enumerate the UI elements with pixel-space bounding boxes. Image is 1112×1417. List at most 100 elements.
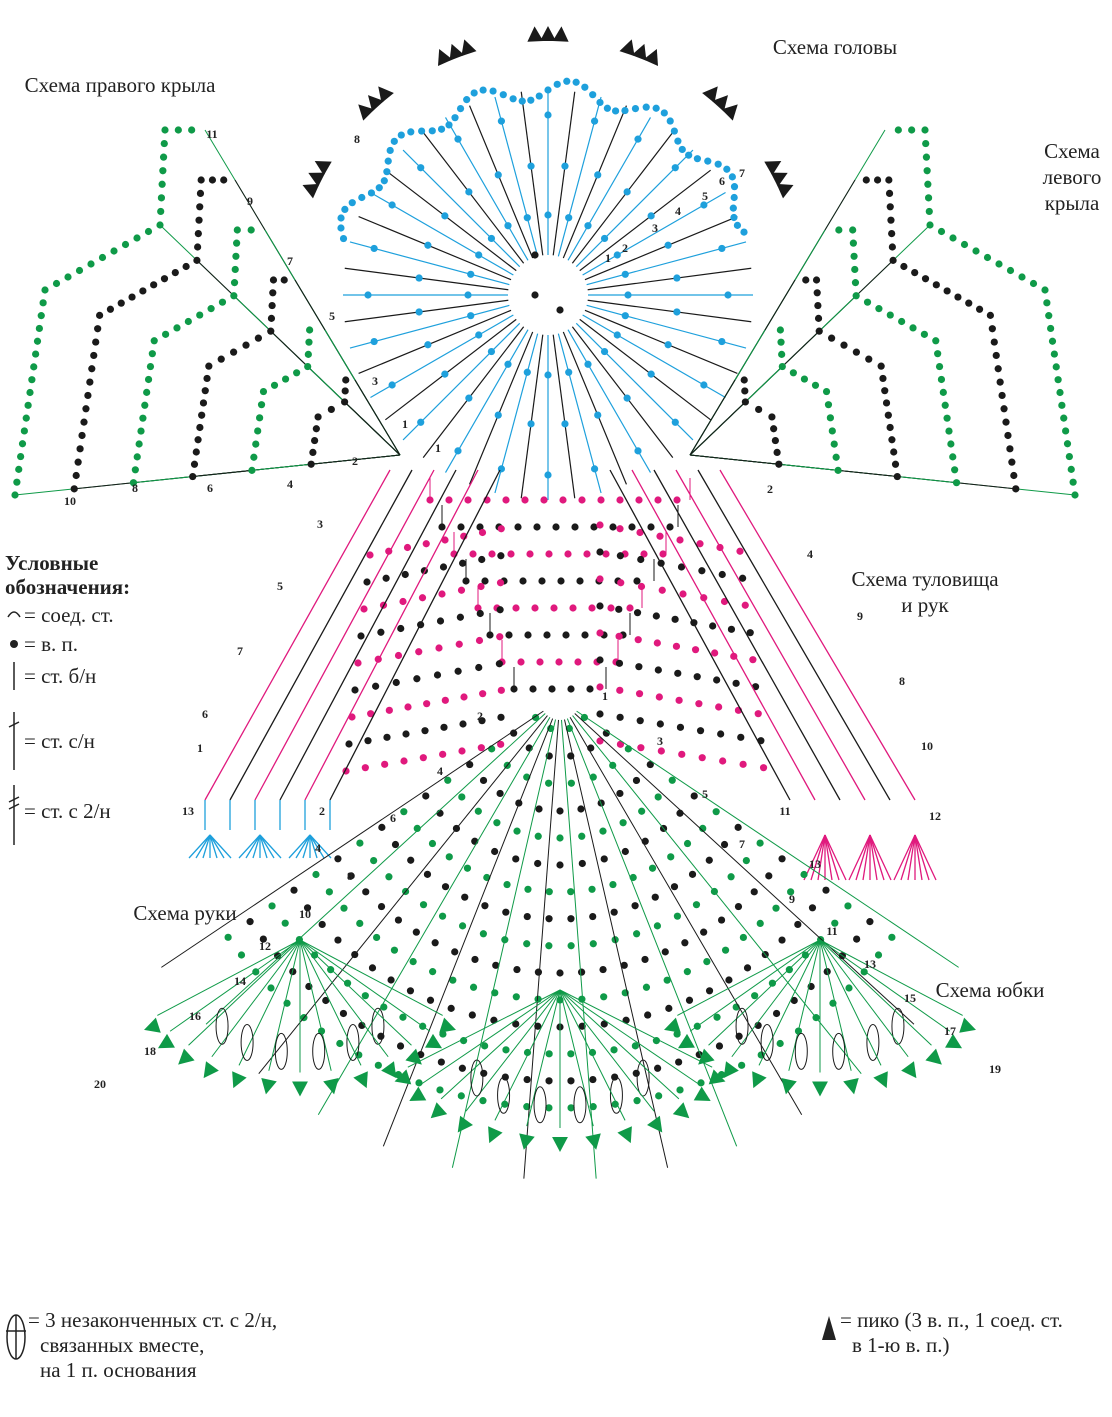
stitch-line (553, 92, 575, 256)
chain-dot (887, 217, 894, 224)
chain-dot (198, 176, 205, 183)
picot (673, 1102, 689, 1118)
chain-dot (635, 663, 642, 670)
chain-dot (196, 203, 203, 210)
picot (158, 1034, 175, 1048)
chain-dot (718, 245, 725, 252)
chain-dot (368, 189, 375, 196)
chain-dot (191, 461, 198, 468)
chain-dot (345, 740, 352, 747)
chain-dot (193, 448, 200, 455)
label: 2 (622, 241, 628, 255)
chain-dot (271, 382, 278, 389)
chain-dot (232, 253, 239, 260)
chain-dot (554, 81, 561, 88)
stitch-line (577, 711, 959, 967)
chain-dot (342, 376, 349, 383)
chain-dot (636, 690, 643, 697)
chain-dot (454, 447, 461, 454)
picot (694, 1087, 711, 1101)
chain-dot (1041, 286, 1048, 293)
chain-dot (545, 915, 552, 922)
chain-dot (909, 324, 916, 331)
chain-dot (777, 1040, 784, 1047)
chain-dot (391, 947, 398, 954)
cluster (241, 1024, 253, 1060)
chain-dot (692, 646, 699, 653)
chain-dot (734, 222, 741, 229)
label: 11 (826, 924, 837, 938)
chain-dot (477, 583, 484, 590)
chain-dot (122, 241, 129, 248)
chain-dot (556, 306, 563, 313)
chain-dot (371, 245, 378, 252)
chain-dot (829, 427, 836, 434)
chain-dot (665, 1005, 672, 1012)
chain-dot (621, 107, 628, 114)
label: 3 (317, 517, 323, 531)
stitch-line (553, 335, 575, 499)
chain-dot (92, 338, 99, 345)
chain-dot (703, 958, 710, 965)
label: 10 (921, 739, 933, 753)
chain-dot (984, 254, 991, 261)
chain-dot (76, 445, 83, 452)
chain-dot (569, 604, 576, 611)
chain-dot (853, 935, 860, 942)
chain-dot (961, 241, 968, 248)
chain-dot (624, 188, 631, 195)
chain-dot (544, 371, 551, 378)
chain-dot (454, 136, 461, 143)
chain-dot (480, 86, 487, 93)
chain-dot (495, 412, 502, 419)
chain-dot (399, 1014, 406, 1021)
label: 13 (864, 957, 876, 971)
chain-dot (282, 375, 289, 382)
picot (678, 1034, 695, 1048)
chain-dot (341, 206, 348, 213)
chain-dot (256, 414, 263, 421)
stitch-line (280, 470, 456, 800)
chain-dot (987, 312, 994, 319)
chain-dot (517, 658, 524, 665)
chain-dot (889, 243, 896, 250)
stitch-line (452, 719, 555, 1167)
label: = ст. с/н (24, 729, 95, 753)
chain-dot (497, 552, 504, 559)
chain-dot (863, 176, 870, 183)
chain-dot (565, 214, 572, 221)
label: 6 (202, 707, 208, 721)
chain-dot (567, 1077, 574, 1084)
chain-dot (721, 841, 728, 848)
stitch-line (470, 106, 533, 258)
chain-dot (360, 605, 367, 612)
chain-dot (23, 415, 30, 422)
chain-dot (464, 291, 471, 298)
chain-dot (674, 138, 681, 145)
chain-dot (402, 730, 409, 737)
picot (925, 1049, 941, 1065)
label: = ст. б/н (24, 664, 96, 688)
chain-dot (835, 226, 842, 233)
chain-dot (740, 934, 747, 941)
picot (959, 1018, 976, 1033)
label: 14 (234, 974, 246, 988)
chain-dot (673, 274, 680, 281)
picot (873, 1071, 887, 1088)
chain-dot (654, 922, 661, 929)
chain-dot (183, 263, 190, 270)
chain-dot (828, 335, 835, 342)
chain-dot (813, 276, 820, 283)
chain-dot (600, 993, 607, 1000)
chain-dot (679, 590, 686, 597)
chain-dot (458, 793, 465, 800)
picot (425, 1034, 442, 1048)
chain-dot (770, 425, 777, 432)
chain-dot (742, 602, 749, 609)
chain-dot (432, 939, 439, 946)
chain-dot (718, 916, 725, 923)
label: 2 (352, 454, 358, 468)
chain-dot (404, 544, 411, 551)
stitch-line (676, 470, 865, 800)
chain-dot (342, 387, 349, 394)
